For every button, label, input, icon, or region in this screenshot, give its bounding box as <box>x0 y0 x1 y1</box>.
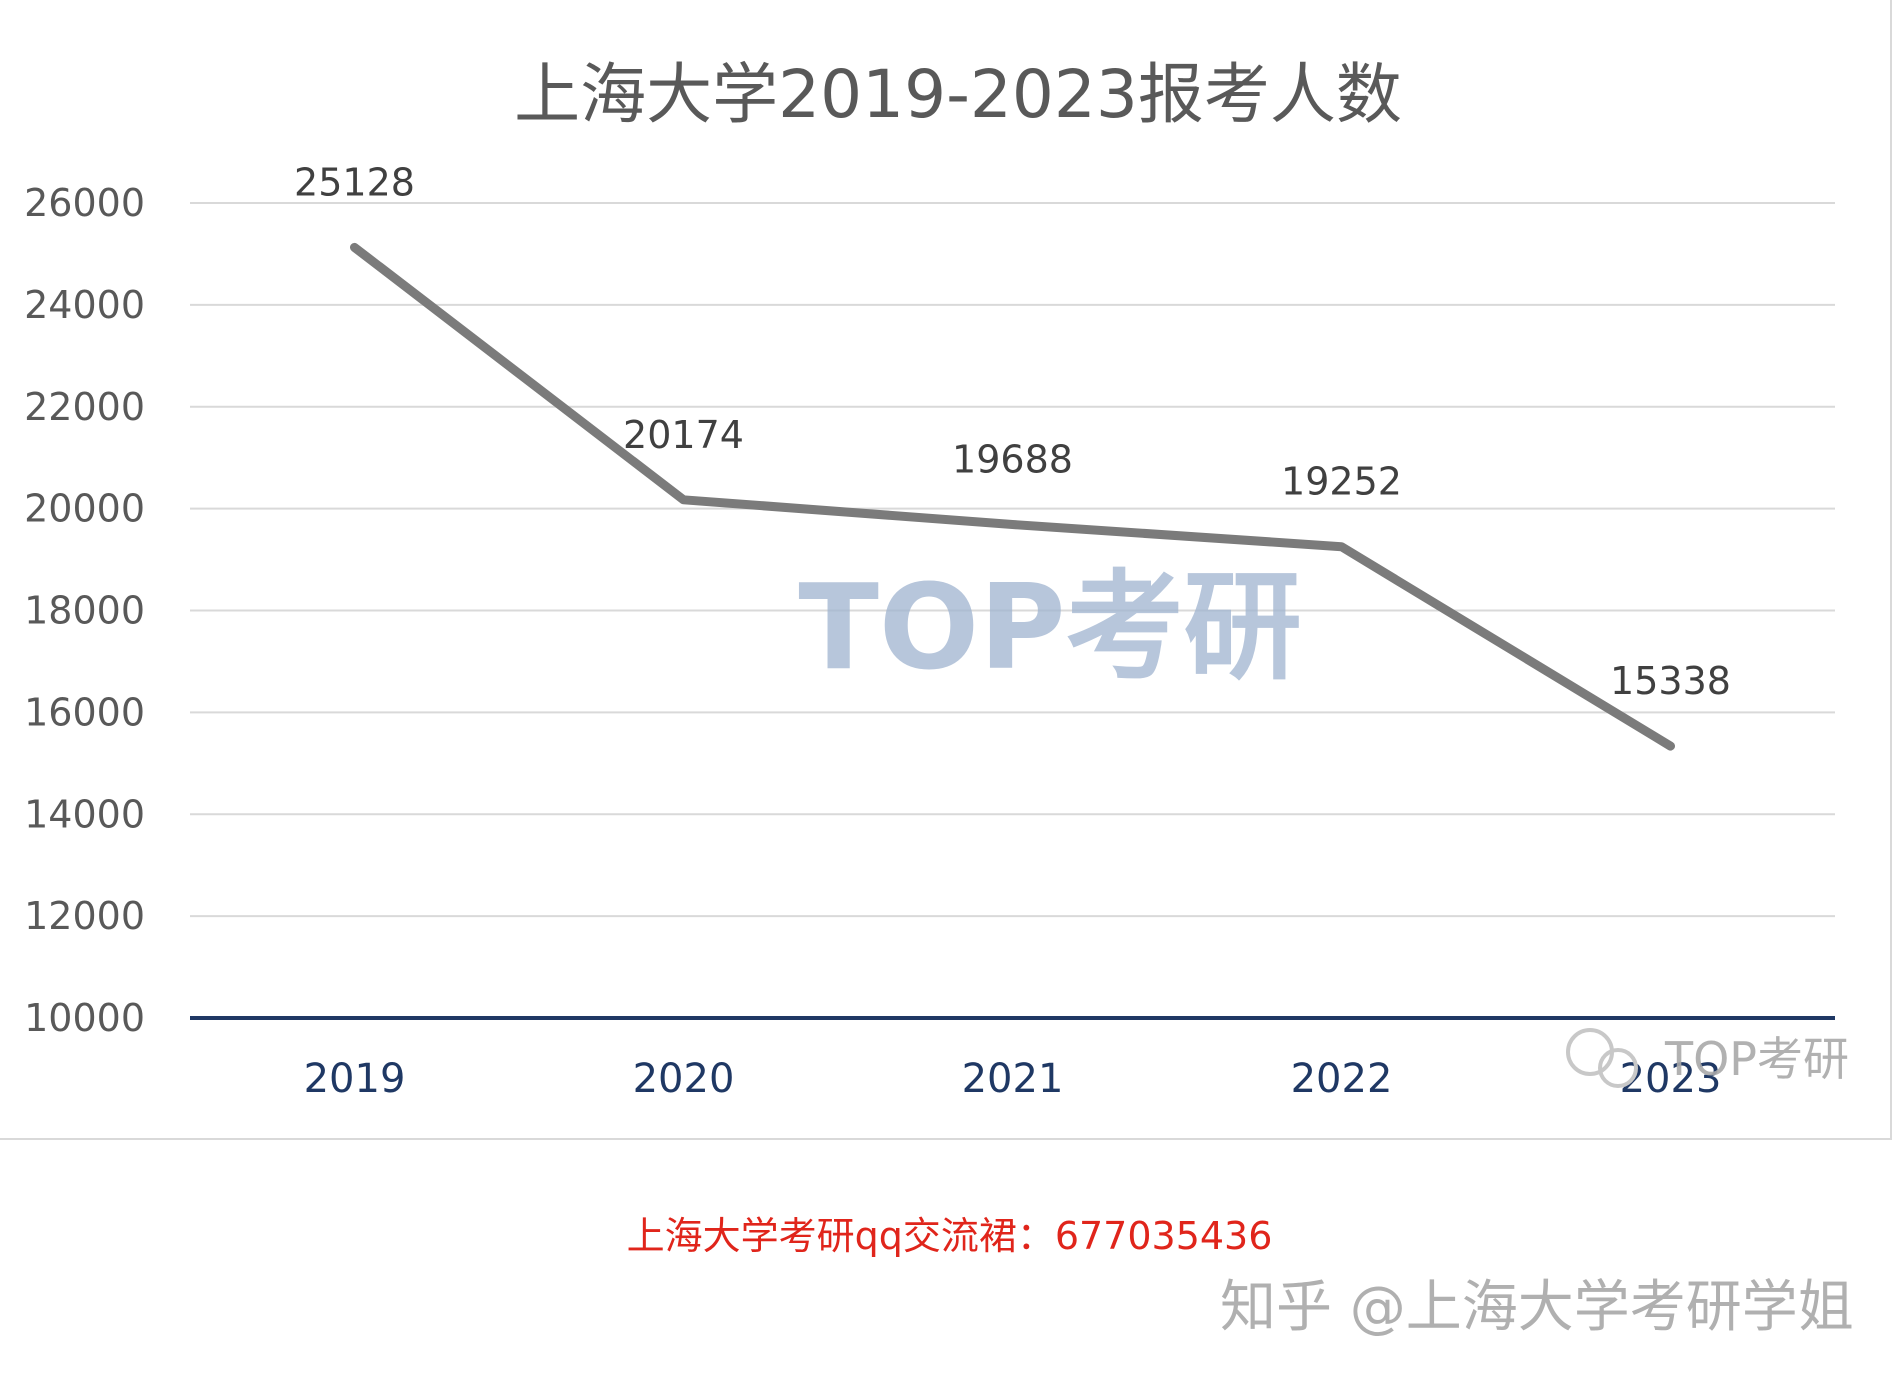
y-tick-label: 18000 <box>24 589 145 633</box>
gridlines <box>190 202 1835 918</box>
y-tick-label: 22000 <box>24 385 145 429</box>
zhihu-credit: 知乎 @上海大学考研学姐 <box>1220 1275 1854 1340</box>
x-tick-label: 2020 <box>633 1056 735 1102</box>
y-tick-label: 20000 <box>24 487 145 531</box>
y-axis-ticks: 10000 12000 14000 16000 18000 20000 22000 24000… <box>24 181 145 1040</box>
y-tick-label: 14000 <box>24 792 145 836</box>
wechat-icon-bubble <box>1598 1048 1638 1088</box>
data-labels: 25128 20174 19688 19252 15338 <box>294 160 1731 703</box>
x-tick-label: 2021 <box>962 1056 1064 1102</box>
qq-group-caption: 上海大学考研qq交流裙：677035436 <box>626 1214 1273 1258</box>
line-chart: 10000 12000 14000 16000 18000 20000 22000 24000… <box>24 56 1849 1102</box>
series-line <box>350 242 1675 751</box>
data-label: 19252 <box>1281 460 1402 504</box>
data-label: 19688 <box>952 438 1073 482</box>
data-label: 25128 <box>294 160 415 204</box>
x-tick-label: 2019 <box>304 1056 406 1102</box>
data-label: 20174 <box>623 413 744 457</box>
watermark-corner-text: TOP考研 <box>1664 1032 1849 1086</box>
wechat-icon <box>1566 1028 1614 1076</box>
y-tick-label: 26000 <box>24 181 145 225</box>
chart-title: 上海大学2019-2023报考人数 <box>514 56 1402 133</box>
watermark-corner: TOP考研 <box>1566 1028 1849 1088</box>
y-tick-label: 16000 <box>24 690 145 734</box>
x-tick-label: 2022 <box>1291 1056 1393 1102</box>
x-axis-ticks: 2019 2020 2021 2022 2023 <box>304 1056 1722 1102</box>
y-tick-label: 12000 <box>24 894 145 938</box>
y-tick-label: 10000 <box>24 996 145 1040</box>
chart-frame <box>0 0 1892 1140</box>
y-tick-label: 24000 <box>24 283 145 327</box>
data-label: 15338 <box>1610 659 1731 703</box>
watermark-center: TOP考研 <box>798 558 1301 696</box>
